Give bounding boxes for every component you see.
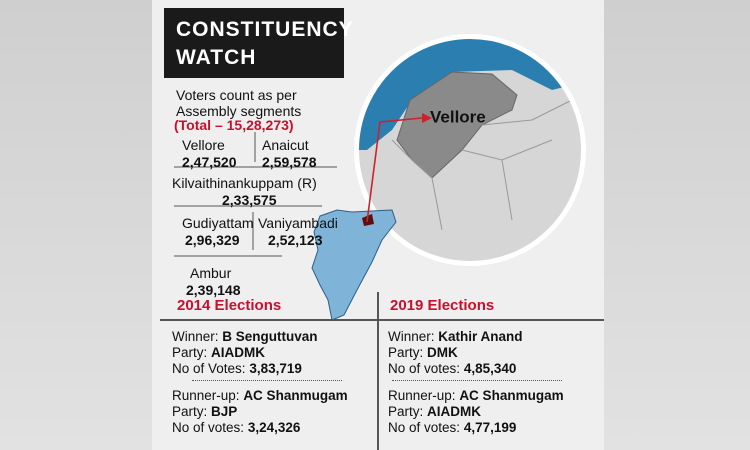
- segment-count: 2,96,329: [185, 232, 240, 248]
- election-heading: 2019 Elections: [390, 297, 495, 314]
- field-value: B Senguttuvan: [222, 329, 318, 344]
- segment-name: Kilvaithinankuppam (R): [172, 175, 317, 191]
- result-line: Winner: B Senguttuvan: [172, 329, 318, 345]
- field-value: 3,24,326: [247, 420, 301, 435]
- title-line: WATCH: [176, 46, 257, 69]
- segment-name: Vellore: [182, 137, 225, 153]
- field-value: AC Shanmugam: [459, 388, 564, 403]
- field-value: AIADMK: [211, 345, 266, 360]
- result: Runner-up: AC Shanmugam Party: AIADMK No o…: [388, 388, 564, 436]
- election-heading: 2014 Elections: [177, 297, 282, 314]
- field-label: No of votes:: [172, 420, 245, 435]
- result: Runner-up: AC Shanmugam Party: BJP No of v…: [172, 388, 348, 436]
- state-map: [311, 209, 397, 321]
- result: Winner: Kathir Anand Party: DMK No of vote…: [388, 329, 523, 377]
- result-line: Party: AIADMK: [172, 345, 318, 361]
- rule: [377, 292, 379, 450]
- result-line: Runner-up: AC Shanmugam: [388, 388, 564, 404]
- field-value: 4,85,340: [463, 361, 517, 376]
- segment-count: 2,59,578: [262, 154, 317, 170]
- title-line: CONSTITUENCY: [176, 18, 354, 41]
- result-line: Party: DMK: [388, 345, 523, 361]
- zoom-map: [357, 37, 583, 263]
- segment-count: 2,33,575: [222, 192, 277, 208]
- field-label: No of votes:: [388, 361, 461, 376]
- result-line: No of votes: 4,77,199: [388, 420, 564, 436]
- title-box: CONSTITUENCY WATCH: [164, 8, 354, 78]
- result-line: No of votes: 4,85,340: [388, 361, 523, 377]
- field-label: Party:: [388, 345, 424, 360]
- field-label: Runner-up:: [388, 388, 456, 403]
- segment-count: 2,39,148: [186, 282, 241, 298]
- segment: Gudiyattam 2,96,329: [182, 215, 254, 249]
- dotted-rule: [192, 380, 342, 381]
- blurred-background: [0, 0, 152, 450]
- result-line: Runner-up: AC Shanmugam: [172, 388, 348, 404]
- field-label: Runner-up:: [172, 388, 240, 403]
- intro: Voters count as per Assembly segments: [176, 87, 302, 119]
- result-line: Party: AIADMK: [388, 404, 564, 420]
- segment-name: Gudiyattam: [182, 215, 254, 231]
- field-label: Party:: [388, 404, 424, 419]
- rule: [160, 319, 604, 321]
- result-line: No of Votes: 3,83,719: [172, 361, 318, 377]
- total: (Total – 15,28,273): [174, 117, 294, 133]
- field-value: DMK: [427, 345, 458, 360]
- dotted-rule: [392, 380, 562, 381]
- arrow: [366, 117, 423, 223]
- blurred-background: [604, 0, 750, 450]
- field-value: AIADMK: [427, 404, 482, 419]
- segment: Kilvaithinankuppam (R) 2,33,575: [172, 175, 317, 209]
- segment: Vaniyambadi 2,52,123: [258, 215, 338, 249]
- result-line: No of votes: 3,24,326: [172, 420, 348, 436]
- result-line: Winner: Kathir Anand: [388, 329, 523, 345]
- field-label: No of Votes:: [172, 361, 246, 376]
- field-label: Winner:: [172, 329, 219, 344]
- segment: Anaicut 2,59,578: [262, 137, 317, 171]
- segment: Vellore 2,47,520: [182, 137, 237, 171]
- field-value: Kathir Anand: [438, 329, 523, 344]
- field-label: Party:: [172, 345, 208, 360]
- field-value: BJP: [211, 404, 238, 419]
- field-label: No of votes:: [388, 420, 461, 435]
- field-value: 4,77,199: [463, 420, 517, 435]
- segment-count: 2,52,123: [268, 232, 323, 248]
- map: Vellore: [174, 34, 586, 321]
- arrowhead: [422, 113, 432, 123]
- segment-name: Vaniyambadi: [258, 215, 338, 231]
- infographic: CONSTITUENCY WATCH Voters count as per A…: [152, 0, 604, 450]
- map-label: Vellore: [430, 107, 486, 126]
- segment-name: Ambur: [190, 265, 232, 281]
- field-label: Winner:: [388, 329, 435, 344]
- result-line: Party: BJP: [172, 404, 348, 420]
- result: Winner: B Senguttuvan Party: AIADMK No of …: [172, 329, 318, 377]
- field-label: Party:: [172, 404, 208, 419]
- field-value: AC Shanmugam: [243, 388, 348, 403]
- segment-count: 2,47,520: [182, 154, 237, 170]
- segment: Ambur 2,39,148: [186, 265, 241, 299]
- segment-name: Anaicut: [262, 137, 309, 153]
- field-value: 3,83,719: [249, 361, 302, 376]
